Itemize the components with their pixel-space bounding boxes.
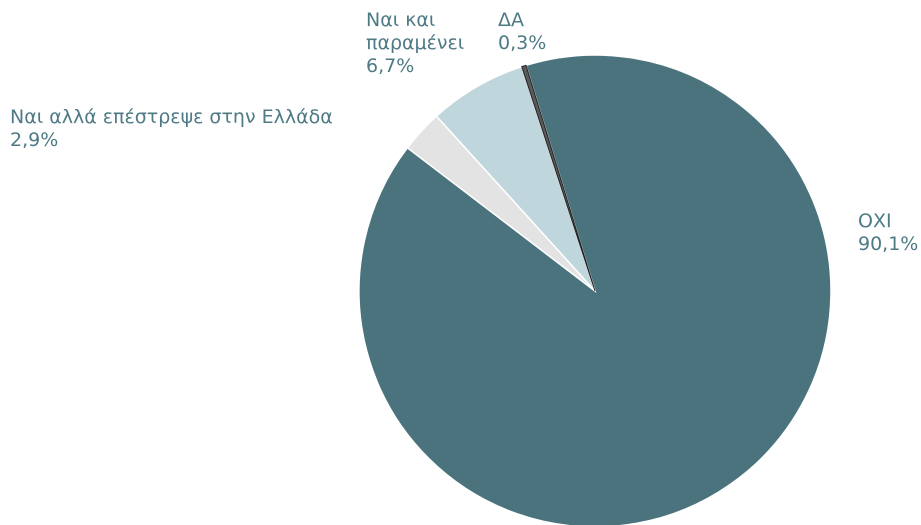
value-label: 2,9% <box>10 129 59 151</box>
category-label: ΟΧΙ <box>858 210 892 232</box>
value-label: 90,1% <box>858 233 919 255</box>
slice-label: Ναι και παραμένει 6,7% <box>366 9 486 78</box>
slice-label: Ναι αλλά επέστρεψε στην Ελλάδα 2,9% <box>10 106 410 152</box>
slice-label: ΟΧΙ 90,1% <box>858 210 921 256</box>
pie-slice <box>521 64 596 292</box>
category-label: Ναι αλλά επέστρεψε στην Ελλάδα <box>10 106 333 128</box>
category-label: ΔΑ <box>498 9 524 31</box>
value-label: 0,3% <box>498 32 547 54</box>
category-label: Ναι και παραμένει <box>366 9 465 54</box>
value-label: 6,7% <box>366 55 415 77</box>
slice-label: ΔΑ 0,3% <box>498 9 568 55</box>
